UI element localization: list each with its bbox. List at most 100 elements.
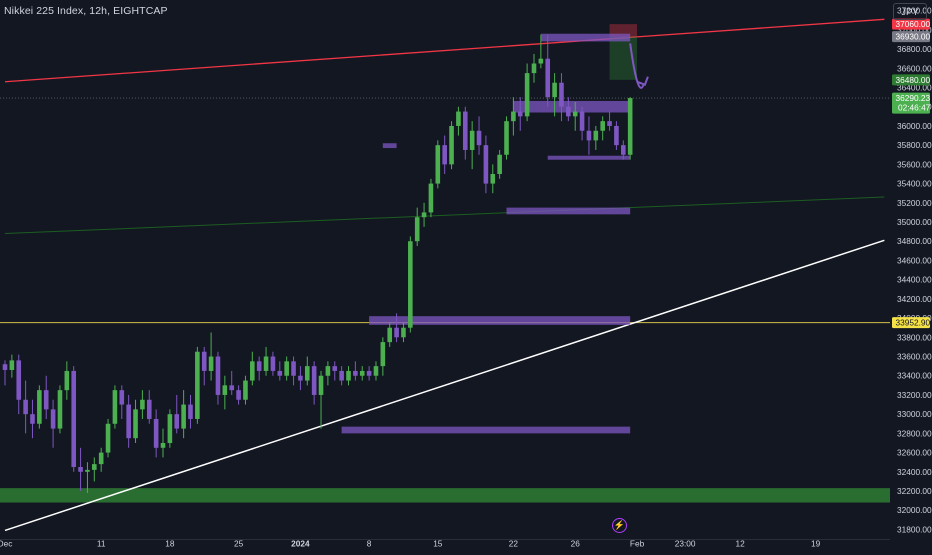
- candle: [222, 375, 228, 410]
- candle-body: [359, 370, 365, 376]
- candle: [153, 409, 159, 458]
- candle: [9, 354, 15, 378]
- candle: [387, 322, 393, 347]
- y-tick-label: 36600.00: [897, 63, 932, 73]
- candle-body: [9, 360, 15, 370]
- candle-body: [579, 111, 585, 131]
- zone-rect: [547, 155, 631, 160]
- candle: [538, 34, 544, 69]
- lightning-bolt-icon[interactable]: ⚡: [612, 518, 627, 533]
- candle-body: [2, 364, 8, 370]
- candle-body: [490, 173, 496, 184]
- y-tick-label: 36000.00: [897, 121, 932, 131]
- candle: [98, 447, 104, 472]
- candle: [146, 390, 152, 424]
- y-tick-label: 33400.00: [897, 371, 932, 381]
- x-tick-label: 12: [735, 539, 745, 549]
- candle-body: [366, 370, 372, 376]
- candle: [30, 399, 35, 439]
- candle-body: [215, 356, 221, 395]
- candle-body: [483, 145, 489, 184]
- y-tick-label: 36400.00: [897, 83, 932, 93]
- candle-body: [435, 145, 441, 184]
- candle-body: [586, 130, 592, 141]
- candle: [462, 106, 468, 160]
- candle: [469, 121, 475, 170]
- candle-body: [277, 370, 283, 376]
- candle: [579, 106, 585, 141]
- candle-body: [174, 414, 180, 429]
- candle: [236, 385, 241, 405]
- candle-body: [250, 361, 255, 381]
- candle: [92, 457, 97, 482]
- x-tick-label: 18: [165, 539, 175, 549]
- price-label-box: [892, 74, 930, 86]
- candle: [215, 351, 221, 405]
- countdown-label: 02:46:47: [898, 103, 931, 113]
- y-tick-label: 33200.00: [897, 390, 932, 400]
- candle-body: [64, 370, 70, 391]
- candle-body: [133, 409, 138, 439]
- candle: [140, 390, 145, 419]
- candle: [188, 394, 193, 429]
- y-tick-label: 35800.00: [897, 140, 932, 150]
- candle: [263, 346, 269, 376]
- candle-body: [126, 404, 131, 439]
- candle-body: [593, 130, 599, 141]
- candle-body: [504, 121, 509, 155]
- candle: [208, 332, 214, 381]
- candle: [126, 394, 131, 448]
- candle: [373, 361, 379, 381]
- y-tick-label: 34400.00: [897, 275, 932, 285]
- price-label-box: [892, 31, 930, 43]
- candle: [359, 366, 365, 381]
- candle-body: [153, 418, 159, 448]
- candle-body: [414, 217, 420, 242]
- candle-body: [298, 375, 303, 381]
- candle-body: [146, 399, 152, 419]
- y-tick-label: 35200.00: [897, 198, 932, 208]
- candle-body: [469, 130, 475, 150]
- candle: [614, 121, 619, 150]
- candle-body: [538, 58, 544, 64]
- y-tick-label: 33000.00: [897, 409, 932, 419]
- y-tick-label: 32800.00: [897, 428, 932, 438]
- price-label-box: [892, 92, 930, 114]
- candle-body: [394, 327, 399, 338]
- candle-body: [531, 63, 537, 74]
- candle-body: [524, 73, 530, 117]
- candle: [16, 354, 22, 415]
- x-tick-label: Dec: [0, 539, 12, 549]
- y-tick-label: 32000.00: [897, 505, 932, 515]
- candle-body: [284, 361, 289, 376]
- candle: [174, 394, 180, 434]
- candle-body: [408, 241, 413, 328]
- candle: [504, 116, 509, 160]
- candle: [353, 361, 358, 381]
- y-tick-label: 32600.00: [897, 448, 932, 458]
- candle: [112, 385, 118, 429]
- candle: [380, 337, 386, 376]
- x-tick-label: 26: [571, 539, 581, 549]
- candle: [414, 207, 420, 247]
- candle-body: [263, 356, 269, 371]
- x-tick-label: 2024: [291, 539, 310, 549]
- candle-body: [607, 121, 612, 126]
- price-label: 36930.00: [896, 32, 931, 42]
- currency-button[interactable]: JPY: [893, 3, 927, 20]
- candle: [23, 380, 28, 434]
- candle-body: [23, 399, 28, 415]
- arrow-head-icon: [636, 76, 649, 86]
- candle-body: [195, 351, 200, 419]
- candle: [284, 356, 289, 381]
- x-tick-label: 19: [811, 539, 821, 549]
- candle-body: [270, 356, 276, 371]
- candle: [64, 361, 70, 400]
- candle: [201, 346, 207, 386]
- candle: [167, 409, 173, 448]
- candle-body: [621, 145, 626, 155]
- candle-body: [421, 212, 427, 218]
